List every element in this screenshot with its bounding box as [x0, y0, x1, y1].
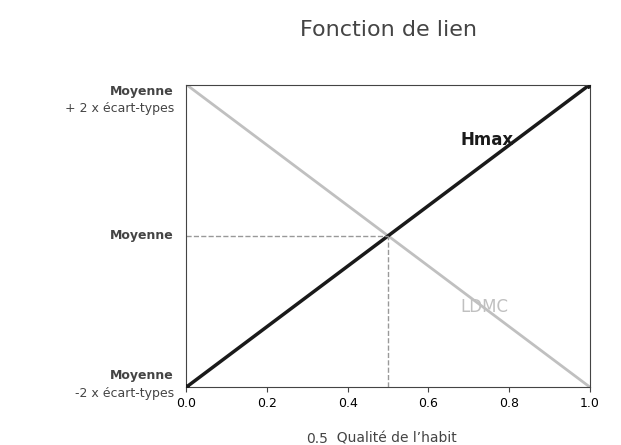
Text: -2 x écart-types: -2 x écart-types	[75, 387, 174, 400]
Text: + 2 x écart-types: + 2 x écart-types	[65, 102, 174, 115]
Text: LDMC: LDMC	[461, 298, 509, 316]
Text: Fonction de lien: Fonction de lien	[299, 20, 477, 40]
Text: Qualité de l’habit: Qualité de l’habit	[328, 432, 456, 445]
Text: 0.5: 0.5	[306, 432, 328, 445]
Text: Hmax: Hmax	[461, 131, 514, 149]
Text: Moyenne: Moyenne	[110, 85, 174, 97]
Text: Moyenne: Moyenne	[110, 229, 174, 243]
Text: Moyenne: Moyenne	[110, 369, 174, 382]
